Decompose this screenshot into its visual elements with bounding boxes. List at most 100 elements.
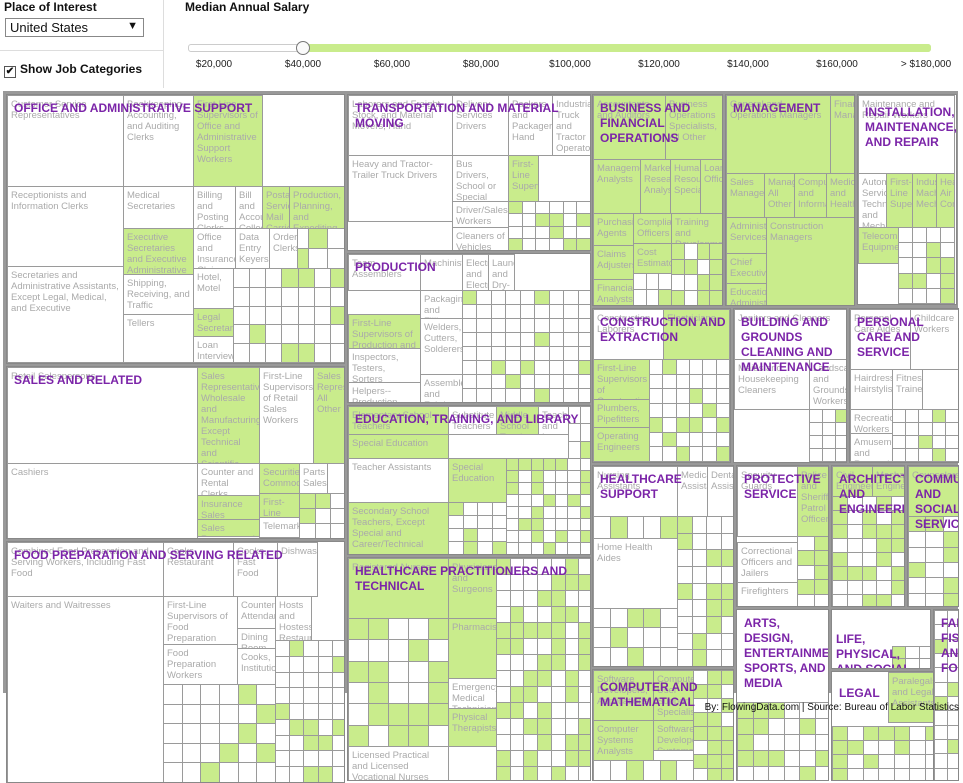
job-cell-minor[interactable] (691, 532, 707, 551)
job-cell-minor[interactable] (509, 622, 525, 639)
job-cell-minor[interactable] (893, 768, 911, 780)
job-cell-minor[interactable] (509, 686, 525, 703)
job-cell-minor[interactable] (683, 243, 698, 260)
job-cell[interactable]: Cooks, Institution (237, 648, 276, 685)
job-cell-minor[interactable] (523, 670, 539, 687)
job-cell-minor[interactable] (905, 435, 920, 449)
job-cell[interactable]: Executive Secretaries and Executive Admi… (123, 228, 194, 275)
job-cell-minor[interactable] (163, 703, 183, 725)
job-cell[interactable]: Cooks, Restaurant (163, 542, 234, 597)
job-cell-minor[interactable] (408, 703, 429, 726)
job-cell-minor[interactable] (846, 566, 863, 581)
job-cell-minor[interactable] (702, 359, 717, 375)
job-cell-minor[interactable] (832, 566, 848, 581)
job-cell-minor[interactable] (490, 290, 507, 305)
job-cell-minor[interactable] (563, 360, 579, 375)
job-cell-minor[interactable] (891, 594, 904, 606)
job-cell-minor[interactable] (944, 409, 958, 423)
job-cell-minor[interactable] (523, 718, 539, 735)
job-cell-minor[interactable] (549, 213, 564, 227)
job-cell-minor[interactable] (509, 766, 525, 780)
job-cell-minor[interactable] (649, 373, 664, 390)
job-cell-minor[interactable] (675, 388, 690, 404)
job-cell-minor[interactable] (562, 237, 578, 250)
job-cell-minor[interactable] (509, 638, 525, 655)
job-cell-minor[interactable] (518, 542, 532, 554)
job-cell[interactable]: Tellers (123, 314, 194, 363)
job-cell-minor[interactable] (909, 754, 926, 769)
job-cell-minor[interactable] (317, 640, 333, 657)
job-cell-minor[interactable] (564, 670, 580, 687)
job-cell-minor[interactable] (578, 638, 590, 655)
job-cell-minor[interactable] (709, 289, 722, 305)
category-community[interactable]: CounselorsCommunity and Social Services (907, 465, 959, 607)
job-cell-minor[interactable] (609, 627, 628, 648)
job-cell-minor[interactable] (578, 750, 590, 767)
place-select[interactable]: United States ▼ (5, 18, 144, 37)
job-cell-minor[interactable] (659, 760, 678, 780)
job-cell-minor[interactable] (715, 402, 730, 419)
job-cell-minor[interactable] (523, 654, 539, 671)
job-cell-minor[interactable] (368, 660, 389, 683)
job-cell-minor[interactable] (942, 562, 958, 579)
job-cell-minor[interactable] (691, 566, 707, 584)
job-cell-minor[interactable] (660, 627, 678, 648)
job-cell-minor[interactable] (649, 388, 664, 404)
job-cell-minor[interactable] (317, 766, 333, 782)
job-cell-minor[interactable] (832, 594, 848, 606)
job-cell-minor[interactable] (303, 671, 319, 689)
job-cell-minor[interactable] (578, 766, 590, 780)
job-cell-minor[interactable] (918, 448, 933, 462)
job-cell-minor[interactable] (388, 639, 409, 662)
job-cell-minor[interactable] (496, 638, 511, 655)
job-cell-minor[interactable] (662, 359, 677, 375)
job-cell-minor[interactable] (676, 760, 694, 780)
job-cell-minor[interactable] (893, 726, 911, 741)
job-cell-minor[interactable] (275, 750, 291, 768)
job-cell-minor[interactable] (508, 237, 523, 250)
job-cell-minor[interactable] (898, 242, 913, 259)
job-cell-minor[interactable] (822, 422, 836, 436)
job-cell[interactable]: Dental Assistants (707, 466, 733, 517)
job-cell-minor[interactable] (281, 286, 299, 307)
job-cell-minor[interactable] (265, 324, 283, 345)
category-life[interactable]: Life, Physical, and Social Science (831, 609, 931, 669)
job-cell-minor[interactable] (720, 582, 733, 601)
job-cell-minor[interactable] (706, 632, 722, 651)
job-cell-minor[interactable] (535, 237, 550, 250)
job-cell-minor[interactable] (200, 723, 220, 744)
job-cell[interactable]: Insurance Sales Agents (197, 495, 260, 520)
job-cell-minor[interactable] (876, 566, 893, 581)
job-cell-minor[interactable] (329, 268, 344, 288)
job-cell-minor[interactable] (563, 290, 579, 305)
job-cell-minor[interactable] (297, 305, 315, 326)
job-cell-minor[interactable] (348, 724, 369, 747)
job-cell-minor[interactable] (523, 622, 539, 639)
job-cell-minor[interactable] (265, 286, 283, 307)
job-cell-minor[interactable] (563, 346, 579, 361)
job-cell-minor[interactable] (496, 654, 511, 671)
job-cell-minor[interactable] (783, 718, 800, 735)
job-cell-minor[interactable] (715, 446, 730, 462)
job-cell-minor[interactable] (702, 388, 717, 404)
job-cell-minor[interactable] (671, 243, 685, 260)
job-cell-minor[interactable] (909, 726, 926, 741)
job-cell-minor[interactable] (562, 225, 578, 239)
job-cell[interactable]: First-Line Supervisors (886, 173, 913, 228)
job-cell-minor[interactable] (876, 594, 893, 606)
job-cell-minor[interactable] (408, 639, 429, 662)
job-cell-minor[interactable] (835, 409, 846, 423)
job-cell-minor[interactable] (537, 606, 552, 623)
job-cell-minor[interactable] (912, 242, 927, 259)
job-cell-minor[interactable] (861, 552, 878, 567)
job-cell-minor[interactable] (329, 324, 344, 345)
job-cell-minor[interactable] (593, 627, 611, 648)
job-cell-minor[interactable] (462, 388, 478, 402)
job-cell-minor[interactable] (181, 762, 202, 782)
job-cell-minor[interactable] (683, 289, 698, 305)
job-cell-minor[interactable] (548, 360, 565, 375)
job-cell-minor[interactable] (768, 718, 785, 735)
job-cell-minor[interactable] (577, 332, 590, 347)
job-cell-minor[interactable] (281, 305, 299, 326)
job-cell-minor[interactable] (720, 566, 733, 584)
